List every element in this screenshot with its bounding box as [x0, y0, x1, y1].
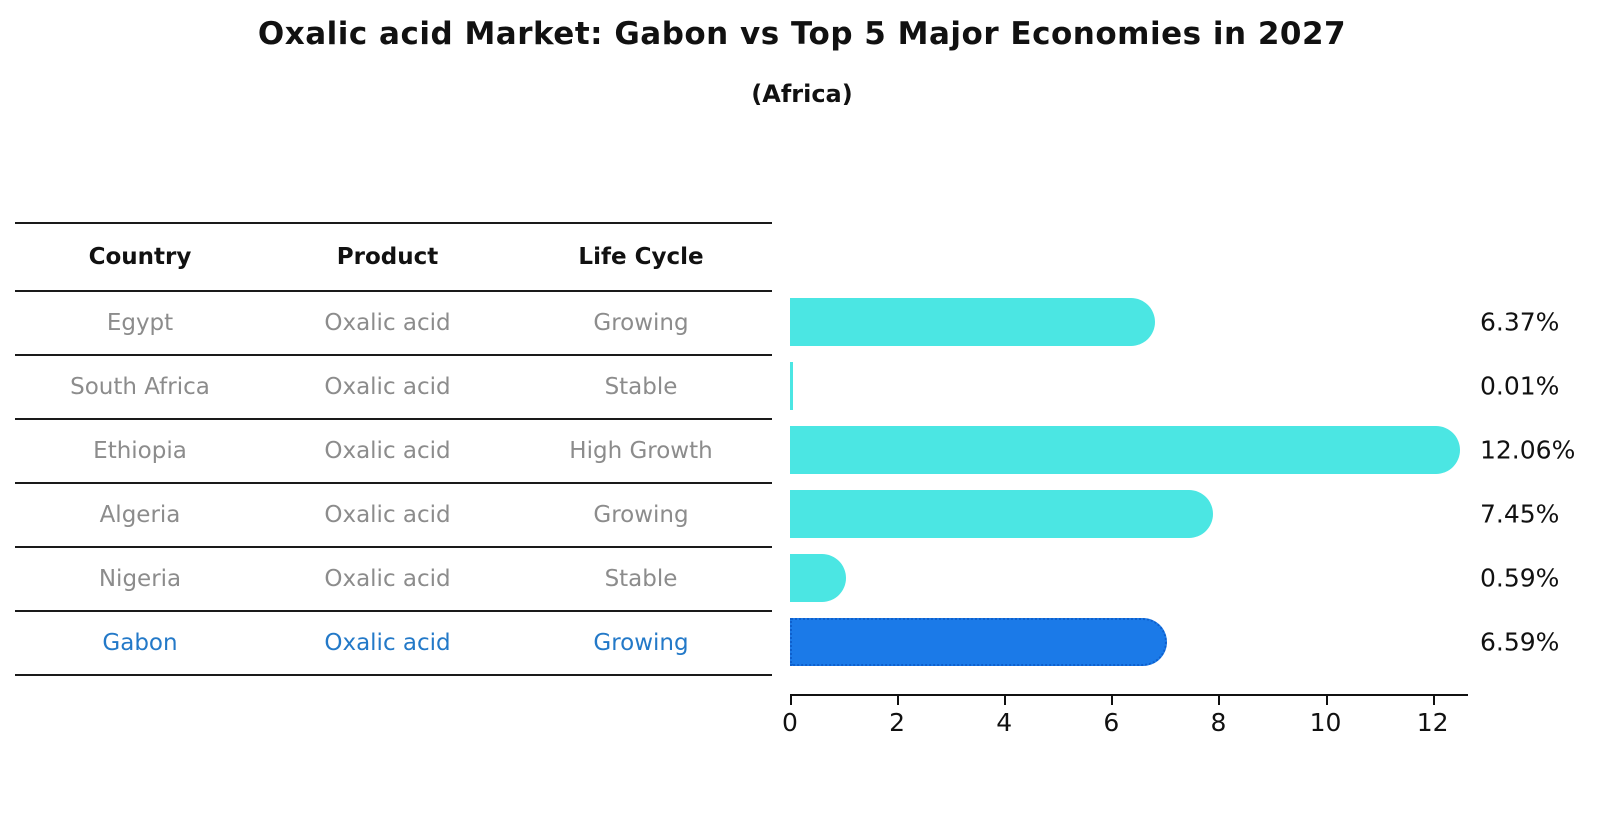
bar — [790, 362, 793, 410]
x-axis-tick-label: 12 — [1416, 708, 1449, 737]
x-axis-tick — [790, 696, 792, 705]
bar — [790, 426, 1460, 474]
table-row: Nigeria Oxalic acid Stable — [15, 548, 772, 612]
life-cycle-cell: Growing — [593, 310, 689, 336]
country-cell: Ethiopia — [93, 438, 187, 464]
x-axis-tick — [897, 696, 900, 705]
bar — [790, 554, 846, 602]
bar-value-label: 0.01% — [1480, 371, 1560, 401]
bar-value-label: 6.37% — [1480, 307, 1560, 337]
product-cell: Oxalic acid — [324, 502, 451, 528]
table-row: Ethiopia Oxalic acid High Growth — [15, 420, 772, 484]
x-axis-tick — [1111, 696, 1114, 705]
column-header: Life Cycle — [578, 244, 704, 270]
product-cell: Oxalic acid — [324, 374, 451, 400]
x-axis-tick — [1004, 696, 1007, 705]
bar — [790, 490, 1213, 538]
table-row: Egypt Oxalic acid Growing — [15, 292, 772, 356]
life-cycle-cell: Growing — [593, 630, 689, 656]
x-axis-tick-label: 4 — [996, 708, 1013, 737]
country-cell: Gabon — [102, 630, 178, 656]
x-axis-tick — [1325, 696, 1328, 705]
country-cell: Nigeria — [98, 566, 182, 592]
table-header-row: Country Product Life Cycle — [15, 224, 772, 292]
product-cell: Oxalic acid — [324, 438, 451, 464]
country-cell: Algeria — [99, 502, 181, 528]
country-cell: Egypt — [106, 310, 174, 336]
chart-title: Oxalic acid Market: Gabon vs Top 5 Major… — [257, 16, 1347, 52]
product-cell: Oxalic acid — [324, 566, 451, 592]
x-axis-tick-label: 10 — [1309, 708, 1342, 737]
bar-value-label: 6.59% — [1480, 627, 1560, 657]
market-table: Country Product Life Cycle Egypt Oxalic acid… — [15, 222, 772, 676]
x-axis — [790, 694, 1468, 696]
chart-subtitle: (Africa) — [751, 80, 853, 108]
x-axis-tick-label: 2 — [889, 708, 906, 737]
x-axis-tick — [1218, 696, 1221, 705]
bar-value-label: 0.59% — [1480, 563, 1560, 593]
x-axis-tick-label: 6 — [1103, 708, 1120, 737]
column-header: Product — [336, 244, 439, 270]
table-row: South Africa Oxalic acid Stable — [15, 356, 772, 420]
x-axis-tick — [1432, 696, 1435, 705]
table-row: Algeria Oxalic acid Growing — [15, 484, 772, 548]
column-header: Country — [88, 244, 192, 270]
life-cycle-cell: High Growth — [569, 438, 713, 464]
highlight-bar — [790, 618, 1167, 666]
table-row-highlight: Gabon Oxalic acid Growing — [15, 612, 772, 676]
x-axis-tick-label: 8 — [1210, 708, 1227, 737]
product-cell: Oxalic acid — [324, 310, 451, 336]
bar — [790, 298, 1156, 346]
country-cell: South Africa — [70, 374, 210, 400]
life-cycle-cell: Stable — [604, 566, 678, 592]
x-axis-tick-label: 0 — [782, 708, 798, 737]
bar-value-label: 7.45% — [1480, 499, 1560, 529]
life-cycle-cell: Growing — [593, 502, 689, 528]
bar-value-label: 12.06% — [1480, 435, 1576, 465]
life-cycle-cell: Stable — [604, 374, 678, 400]
product-cell: Oxalic acid — [324, 630, 451, 656]
